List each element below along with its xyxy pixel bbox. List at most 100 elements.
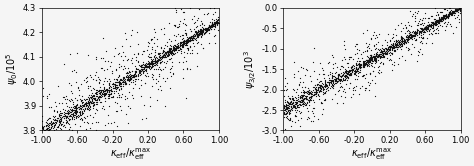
Point (141, 63, 148, 65)
Point (295, 83, 303, 85)
Point (370, 45, 378, 47)
Point (71, 117, 78, 120)
Point (113, 81, 121, 84)
Point (421, 26, 428, 28)
Point (121, 82, 129, 85)
Point (382, 46, 389, 49)
Point (155, 58, 163, 60)
Point (109, 95, 117, 98)
Point (424, 25, 432, 27)
Point (404, 47, 411, 49)
Point (338, 74, 346, 77)
Point (349, 88, 357, 91)
Point (376, 53, 383, 56)
Point (129, 86, 137, 89)
Point (190, 37, 197, 39)
Point (287, 102, 295, 105)
Point (197, 29, 205, 31)
Point (363, 63, 371, 66)
Point (38, 128, 46, 131)
Point (213, 21, 221, 24)
Point (288, 120, 296, 123)
Point (337, 72, 345, 75)
Point (149, 62, 156, 64)
Point (316, 89, 323, 92)
Point (109, 89, 116, 92)
Point (136, 65, 144, 68)
Point (281, 84, 289, 87)
Point (100, 80, 108, 83)
Point (214, 20, 221, 23)
Point (90, 103, 98, 106)
Point (441, 28, 449, 31)
Point (362, 88, 369, 91)
Point (38, 115, 46, 117)
Point (408, 34, 416, 36)
Point (333, 66, 341, 68)
Point (65, 114, 73, 117)
Point (324, 89, 331, 91)
Point (435, 16, 443, 18)
Point (432, 22, 439, 25)
Point (92, 101, 100, 104)
Point (301, 97, 309, 99)
Point (368, 56, 375, 59)
Point (442, 13, 450, 16)
Point (159, 48, 166, 51)
Point (146, 56, 154, 59)
Point (422, 29, 429, 32)
Point (118, 81, 125, 84)
Point (158, 55, 165, 58)
Point (56, 117, 64, 120)
Point (338, 65, 346, 67)
Point (320, 91, 328, 94)
Point (443, 15, 450, 18)
Point (69, 113, 76, 116)
Point (443, 16, 450, 18)
Point (128, 75, 135, 77)
Point (378, 46, 386, 49)
Point (60, 63, 68, 65)
Point (91, 96, 99, 99)
Point (428, 27, 435, 29)
Point (365, 64, 373, 67)
Point (431, 6, 439, 9)
Point (207, 23, 215, 26)
Point (48, 123, 55, 125)
Point (292, 114, 299, 117)
Point (116, 85, 123, 88)
Point (167, 47, 175, 50)
Point (286, 108, 293, 111)
Point (75, 93, 83, 96)
Point (374, 65, 382, 68)
Point (393, 44, 401, 46)
Point (439, 19, 447, 21)
Point (182, 41, 190, 43)
Point (116, 81, 124, 84)
Point (366, 58, 374, 60)
Point (169, 47, 176, 50)
Point (415, 33, 422, 36)
Point (182, 39, 190, 42)
Point (362, 63, 369, 66)
Point (200, 47, 207, 49)
Point (106, 94, 113, 96)
Point (100, 87, 108, 90)
Point (397, 35, 405, 37)
Point (289, 104, 297, 107)
Point (354, 47, 361, 50)
Point (374, 36, 381, 38)
Point (350, 72, 358, 75)
Point (195, 33, 203, 35)
Point (38, 125, 46, 128)
Point (293, 105, 301, 107)
Point (321, 84, 328, 87)
Point (42, 128, 50, 131)
Point (126, 77, 134, 79)
Point (403, 38, 411, 41)
Point (371, 57, 379, 60)
Point (213, 24, 221, 26)
Point (176, 45, 184, 47)
Point (99, 89, 107, 92)
Point (369, 65, 376, 67)
